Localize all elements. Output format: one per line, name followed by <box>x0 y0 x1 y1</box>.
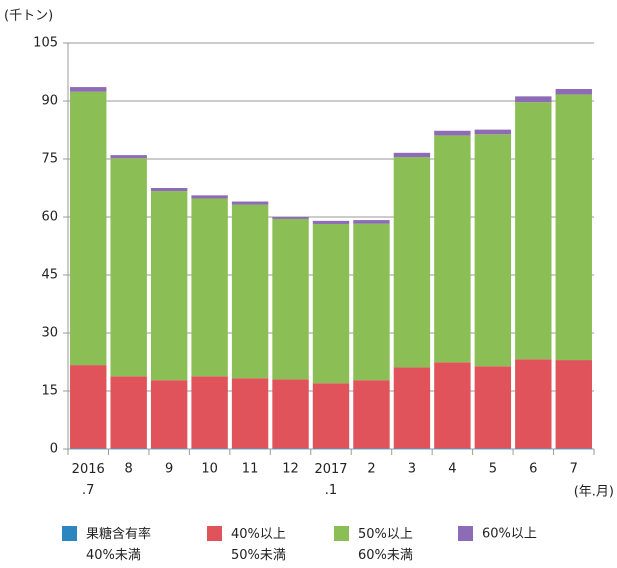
bar-segment <box>70 365 107 449</box>
x-tick-label: 7 <box>570 462 578 477</box>
bar-segment <box>150 380 188 449</box>
x-tick-label: 5 <box>489 462 497 477</box>
legend-label: 果糖含有率 40%未満 <box>86 526 151 563</box>
y-axis-label: (千トン) <box>4 9 53 24</box>
bar-segment <box>393 367 431 449</box>
y-tick-label: 0 <box>50 442 58 457</box>
x-tick-label: 2 <box>367 462 375 477</box>
bar-segment <box>555 89 592 95</box>
bar-segment <box>474 134 512 367</box>
bar-segment <box>191 376 228 449</box>
bar-segment <box>434 130 471 136</box>
bar-segment <box>515 102 552 360</box>
bar-segment <box>231 448 269 449</box>
bar-segment <box>272 217 309 219</box>
bar-segment <box>312 383 350 449</box>
x-tick-label: 8 <box>125 462 133 477</box>
bar-segment <box>434 135 471 363</box>
x-tick-label: 10 <box>201 462 218 477</box>
legend-label: 50%以上 60%未満 <box>358 527 413 563</box>
bar-segment <box>393 152 431 158</box>
bar-segment <box>474 448 512 449</box>
y-tick-label: 15 <box>41 384 58 399</box>
x-tick-label: 12 <box>282 462 299 477</box>
legend-swatch <box>207 526 222 541</box>
bar-segment <box>150 191 188 381</box>
bar-segment <box>70 448 107 449</box>
x-tick-label: 11 <box>242 462 259 477</box>
bar-segment <box>110 376 147 449</box>
bar-segment <box>231 378 269 449</box>
bar-segment <box>110 155 147 159</box>
bar-segment <box>272 379 309 449</box>
bar-segment <box>70 91 107 366</box>
bar-segment <box>272 218 309 380</box>
bar-segment <box>191 448 228 449</box>
bar-segment <box>555 94 592 361</box>
bar-segment <box>353 380 390 449</box>
x-tick-label: 6 <box>529 462 537 477</box>
x-axis-label: (年.月) <box>574 485 614 500</box>
bar-segment <box>191 195 228 199</box>
bar-segment <box>353 223 390 381</box>
bar-segment <box>515 448 552 449</box>
y-tick-label: 90 <box>41 94 58 109</box>
x-tick-label: 9 <box>165 462 173 477</box>
y-tick-label: 45 <box>41 268 58 283</box>
bar-segment <box>555 448 592 449</box>
bar-segment <box>110 448 147 449</box>
bar-segment <box>312 448 350 449</box>
legend-swatch <box>334 526 349 541</box>
bar-segment <box>393 448 431 449</box>
bar-segment <box>515 359 552 449</box>
x-tick-label: 4 <box>448 462 456 477</box>
bar-segment <box>434 448 471 449</box>
bar-segment <box>474 129 512 135</box>
y-tick-label: 105 <box>33 36 58 51</box>
bar-segment <box>70 87 107 92</box>
bar-segment <box>555 360 592 449</box>
bar-segment <box>150 188 188 192</box>
y-tick-label: 60 <box>41 210 58 225</box>
bar-segment <box>312 223 350 384</box>
x-tick-label: 2017.1 <box>314 462 347 498</box>
bar-segment <box>150 448 188 449</box>
y-tick-label: 75 <box>41 152 58 167</box>
bar-segment <box>191 198 228 377</box>
bar-segment <box>231 204 269 379</box>
bar-segment <box>474 366 512 449</box>
bar-segment <box>393 157 431 368</box>
bar-segment <box>272 448 309 449</box>
legend-label: 60%以上 <box>482 527 537 542</box>
x-tick-label: 3 <box>408 462 416 477</box>
legend-swatch <box>62 526 77 541</box>
legend-swatch <box>458 526 473 541</box>
bar-segment <box>110 158 147 377</box>
bar-segment <box>312 220 350 224</box>
bar-segment <box>353 220 390 224</box>
legend-label: 40%以上 50%未満 <box>231 527 286 563</box>
bar-segment <box>353 448 390 449</box>
y-tick-label: 30 <box>41 326 58 341</box>
bar-segment <box>231 201 269 205</box>
bar-segment <box>515 96 552 103</box>
x-tick-label: 2016.7 <box>72 462 105 498</box>
bar-segment <box>434 362 471 449</box>
